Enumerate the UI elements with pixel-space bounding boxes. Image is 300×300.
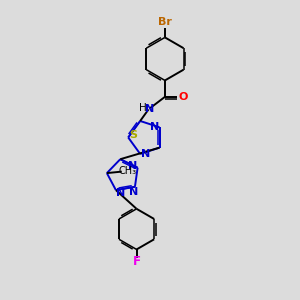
Text: N: N: [150, 122, 159, 132]
Text: S: S: [129, 130, 137, 140]
Text: Br: Br: [158, 17, 172, 28]
Text: N: N: [128, 161, 137, 172]
Text: H: H: [139, 103, 147, 113]
Text: F: F: [133, 256, 141, 268]
Text: N: N: [141, 149, 150, 159]
Text: N: N: [145, 104, 154, 114]
Text: O: O: [179, 92, 188, 102]
Text: N: N: [116, 188, 126, 197]
Text: CH₃: CH₃: [119, 166, 137, 176]
Text: N: N: [129, 187, 138, 197]
